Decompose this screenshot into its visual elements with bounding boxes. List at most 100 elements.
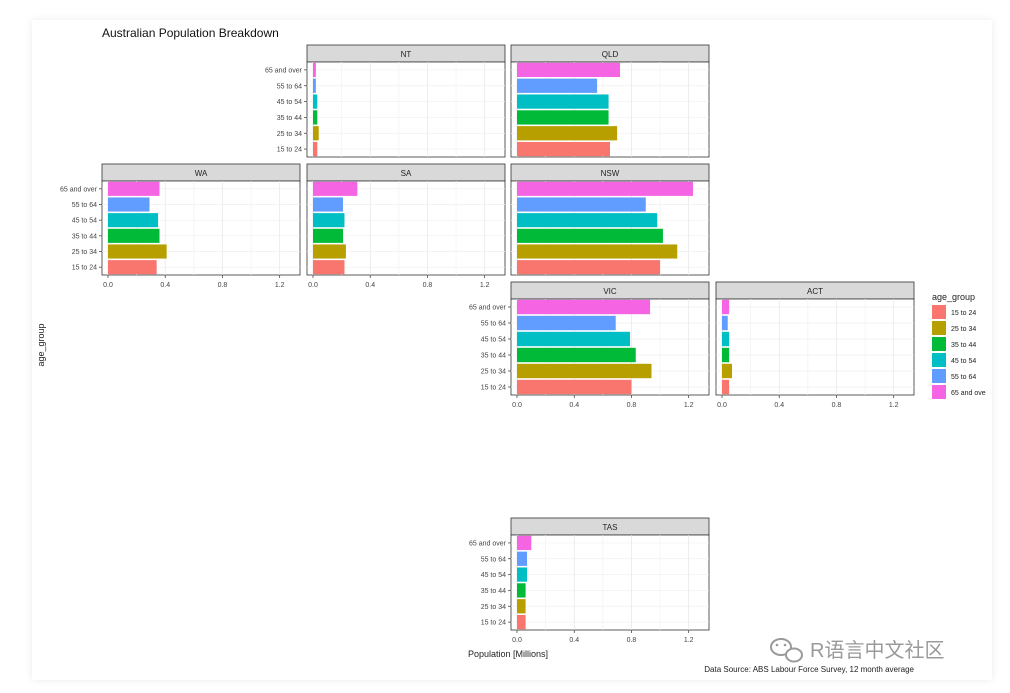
bar-nt-15-to-24 bbox=[313, 141, 318, 157]
bar-vic-45-to-54 bbox=[517, 331, 631, 347]
x-tick-label: 1.2 bbox=[889, 402, 899, 409]
panel-strip-label: NT bbox=[401, 50, 412, 59]
y-tick-label: 55 to 64 bbox=[481, 556, 506, 563]
panel-plot-area bbox=[510, 298, 710, 396]
bar-tas-35-to-44 bbox=[517, 583, 526, 598]
x-tick-label: 0.0 bbox=[308, 282, 318, 289]
legend-label: 35 to 44 bbox=[951, 342, 976, 349]
x-tick-label: 0.0 bbox=[717, 402, 727, 409]
x-tick-label: 0.8 bbox=[627, 402, 637, 409]
bar-vic-15-to-24 bbox=[517, 379, 632, 395]
y-tick-label: 65 and over bbox=[265, 67, 303, 74]
bar-qld-15-to-24 bbox=[517, 141, 610, 157]
bar-sa-35-to-44 bbox=[313, 228, 344, 243]
y-tick-label: 15 to 24 bbox=[72, 265, 97, 272]
legend: 15 to 24 25 to 34 35 to 44 45 to 54 55 to 64… bbox=[932, 305, 986, 399]
y-tick-label: 35 to 44 bbox=[277, 115, 302, 122]
bar-sa-55-to-64 bbox=[313, 197, 344, 212]
y-tick-label: 25 to 34 bbox=[481, 604, 506, 611]
bar-nsw-15-to-24 bbox=[517, 260, 661, 275]
bar-sa-15-to-24 bbox=[313, 260, 345, 275]
bar-sa-65-and-over bbox=[313, 181, 358, 196]
panel-sa: SA 0.0 0.4 0.8 1.2 bbox=[306, 163, 506, 289]
bar-qld-55-to-64 bbox=[517, 78, 598, 93]
bar-nt-55-to-64 bbox=[313, 78, 316, 93]
bar-wa-35-to-44 bbox=[108, 228, 160, 243]
legend-key bbox=[932, 305, 946, 319]
bar-wa-25-to-34 bbox=[108, 244, 167, 259]
panel-plot-area bbox=[715, 298, 915, 396]
legend-key bbox=[932, 369, 946, 383]
panel-plot-area bbox=[101, 180, 301, 276]
bar-wa-45-to-54 bbox=[108, 213, 159, 228]
y-tick-label: 35 to 44 bbox=[481, 353, 506, 360]
bar-tas-15-to-24 bbox=[517, 614, 526, 630]
panel-plot-area bbox=[510, 180, 710, 276]
bar-qld-35-to-44 bbox=[517, 110, 609, 125]
panel-strip-label: TAS bbox=[603, 523, 618, 532]
legend-label: 15 to 24 bbox=[951, 310, 976, 317]
bar-nsw-45-to-54 bbox=[517, 213, 658, 228]
bar-qld-45-to-54 bbox=[517, 94, 609, 109]
bar-nt-45-to-54 bbox=[313, 94, 318, 109]
panel-wa: WA 15 to 24 25 to 34 35 to 44 45 to 54 55 to … bbox=[60, 163, 301, 289]
x-tick-label: 1.2 bbox=[684, 637, 694, 644]
x-axis-title: Population [Millions] bbox=[468, 649, 548, 659]
y-tick-label: 55 to 64 bbox=[481, 321, 506, 328]
bar-nsw-25-to-34 bbox=[517, 244, 678, 259]
panels-group: NT 15 to 24 25 to 34 35 to 44 45 to 54 55 to … bbox=[60, 44, 915, 644]
legend-label: 25 to 34 bbox=[951, 326, 976, 333]
x-tick-label: 0.4 bbox=[569, 402, 579, 409]
y-tick-label: 55 to 64 bbox=[277, 83, 302, 90]
x-tick-label: 0.8 bbox=[832, 402, 842, 409]
x-tick-label: 0.8 bbox=[627, 637, 637, 644]
bar-qld-25-to-34 bbox=[517, 126, 618, 141]
y-tick-label: 65 and over bbox=[469, 305, 507, 312]
x-tick-label: 1.2 bbox=[684, 402, 694, 409]
legend-key bbox=[932, 337, 946, 351]
panel-strip-label: WA bbox=[195, 169, 208, 178]
legend-title: age_group bbox=[932, 292, 975, 302]
bar-wa-15-to-24 bbox=[108, 260, 157, 275]
x-tick-label: 1.2 bbox=[480, 282, 490, 289]
panel-plot-area bbox=[306, 61, 506, 158]
panel-nt: NT 15 to 24 25 to 34 35 to 44 45 to 54 55 to … bbox=[265, 44, 506, 158]
bar-nsw-55-to-64 bbox=[517, 197, 646, 212]
bar-nsw-65-and-over bbox=[517, 181, 693, 196]
y-tick-label: 45 to 54 bbox=[481, 572, 506, 579]
x-tick-label: 0.4 bbox=[569, 637, 579, 644]
bar-act-65-and-over bbox=[722, 299, 730, 315]
panel-strip-label: SA bbox=[401, 169, 412, 178]
y-tick-label: 65 and over bbox=[60, 186, 98, 193]
wechat-icon bbox=[770, 638, 803, 663]
bar-qld-65-and-over bbox=[517, 62, 621, 78]
panel-strip-label: ACT bbox=[807, 287, 823, 296]
x-tick-label: 0.4 bbox=[160, 282, 170, 289]
panel-vic: VIC 15 to 24 25 to 34 35 to 44 45 to 54 55 to… bbox=[469, 281, 710, 409]
bar-tas-55-to-64 bbox=[517, 551, 528, 566]
y-tick-label: 65 and over bbox=[469, 540, 507, 547]
bar-tas-65-and-over bbox=[517, 535, 532, 551]
chart-title: Australian Population Breakdown bbox=[102, 26, 279, 40]
bar-act-35-to-44 bbox=[722, 347, 730, 363]
panel-strip-label: QLD bbox=[602, 50, 619, 59]
bar-act-55-to-64 bbox=[722, 315, 728, 331]
panel-plot-area bbox=[306, 180, 506, 276]
panel-strip-label: NSW bbox=[601, 169, 620, 178]
panel-tas: TAS 15 to 24 25 to 34 35 to 44 45 to 54 55 to… bbox=[469, 517, 710, 644]
panel-plot-area bbox=[510, 534, 710, 631]
panel-qld: QLD bbox=[510, 44, 710, 158]
legend-key bbox=[932, 353, 946, 367]
chart-caption: Data Source: ABS Labour Force Survey, 12… bbox=[704, 665, 914, 674]
bar-vic-25-to-34 bbox=[517, 363, 652, 379]
bar-sa-25-to-34 bbox=[313, 244, 346, 259]
legend-key bbox=[932, 385, 946, 399]
y-axis-title: age_group bbox=[36, 323, 46, 366]
x-tick-label: 0.8 bbox=[423, 282, 433, 289]
legend-label: 55 to 64 bbox=[951, 374, 976, 381]
x-tick-label: 0.0 bbox=[512, 637, 522, 644]
y-tick-label: 25 to 34 bbox=[277, 131, 302, 138]
legend-key bbox=[932, 321, 946, 335]
x-tick-label: 1.2 bbox=[275, 282, 285, 289]
watermark: R语言中文社区 bbox=[770, 638, 944, 663]
